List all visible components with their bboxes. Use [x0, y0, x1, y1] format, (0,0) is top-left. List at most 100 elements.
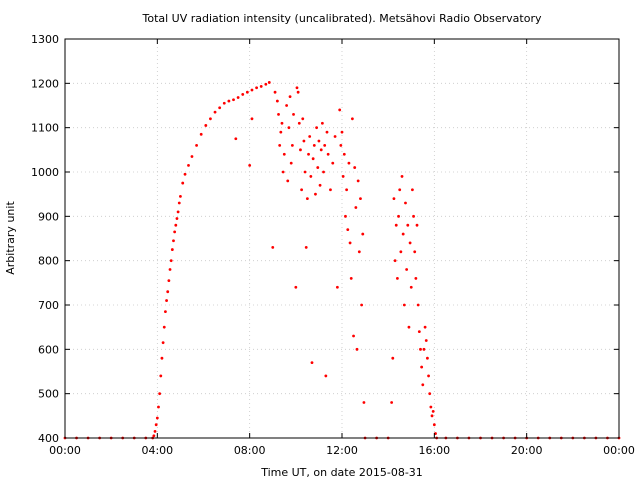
data-point [309, 175, 313, 178]
data-point [361, 232, 365, 236]
data-point [155, 416, 159, 420]
data-point [187, 163, 190, 167]
data-point [430, 414, 434, 418]
data-point [227, 99, 231, 103]
data-point [176, 210, 180, 214]
data-points [63, 81, 621, 440]
data-point [414, 277, 418, 280]
data-point [199, 132, 203, 136]
y-tick-label: 1300 [31, 33, 59, 46]
data-point [407, 325, 411, 329]
data-point [304, 245, 308, 249]
data-point [218, 106, 222, 110]
data-point [280, 121, 284, 125]
data-point [162, 325, 166, 329]
data-point [290, 144, 294, 147]
data-point [405, 268, 409, 271]
data-point [346, 228, 350, 232]
data-point [345, 188, 349, 192]
data-point [297, 121, 301, 125]
x-tick-label: 12:00 [326, 444, 358, 457]
data-point [181, 181, 185, 185]
data-point [303, 170, 307, 174]
grid-lines [65, 39, 619, 438]
data-point [432, 423, 436, 427]
data-point [412, 214, 415, 218]
x-tick-label: 00:00 [49, 444, 81, 457]
y-tick-label: 900 [38, 210, 59, 223]
data-point [282, 152, 286, 156]
data-point [281, 170, 285, 174]
data-point [413, 250, 417, 254]
data-point [167, 279, 171, 283]
data-point [319, 148, 323, 152]
data-point [339, 144, 343, 147]
x-axis-ticks: 00:00 04:00 08:00 12:00 16:00 20:00 00:00 [49, 39, 635, 457]
data-point [406, 223, 410, 227]
data-point [428, 392, 432, 396]
data-point [402, 303, 406, 307]
y-axis-ticks: 400 500 600 700 800 900 1000 1100 1200 1300 [31, 33, 619, 445]
data-point [154, 423, 158, 427]
data-point [300, 188, 304, 192]
data-point [165, 299, 168, 302]
data-point [166, 290, 170, 294]
data-point [429, 405, 433, 409]
data-point [236, 96, 240, 99]
data-point [234, 137, 238, 141]
data-point [158, 392, 162, 396]
data-point [286, 179, 290, 183]
data-point [357, 250, 361, 254]
data-point [422, 347, 426, 351]
x-tick-label: 16:00 [418, 444, 450, 457]
data-point [222, 101, 226, 105]
y-tick-label: 500 [38, 388, 59, 401]
data-point [250, 117, 254, 121]
data-point [318, 183, 322, 187]
data-point [315, 126, 319, 130]
data-point [323, 144, 327, 147]
data-point [398, 188, 402, 192]
data-point [320, 121, 324, 125]
data-point [324, 374, 328, 378]
data-point [278, 144, 282, 147]
x-tick-label: 00:00 [603, 444, 635, 457]
data-point [172, 239, 175, 243]
data-point [241, 93, 245, 96]
data-point [299, 148, 302, 152]
data-point [333, 135, 337, 138]
data-point [271, 245, 275, 249]
data-point [341, 175, 345, 178]
y-axis-label: Arbitrary unit [4, 201, 17, 275]
data-point [173, 230, 177, 234]
y-tick-label: 1000 [31, 166, 59, 179]
data-point [174, 223, 178, 227]
data-point [168, 268, 172, 271]
data-point [390, 401, 394, 404]
y-tick-label: 1100 [31, 122, 59, 135]
data-point [153, 429, 157, 433]
data-point [420, 365, 424, 369]
data-point [160, 356, 164, 360]
data-point [359, 197, 362, 201]
data-point [329, 188, 332, 192]
data-point [408, 241, 412, 245]
data-point [421, 383, 425, 387]
data-point [409, 285, 413, 289]
x-tick-label: 20:00 [511, 444, 543, 457]
data-point [213, 110, 217, 114]
data-point [322, 170, 325, 174]
data-point [340, 130, 344, 134]
data-point [267, 81, 271, 84]
y-tick-label: 800 [38, 255, 59, 268]
data-point [353, 166, 357, 169]
x-axis-label: Time UT, on date 2015-08-31 [260, 466, 423, 479]
data-point [426, 356, 429, 360]
data-point [301, 117, 305, 121]
data-point [287, 126, 291, 130]
data-point [416, 303, 420, 307]
data-point [308, 135, 312, 138]
data-point [277, 112, 280, 116]
data-point [355, 347, 359, 351]
data-point [295, 86, 299, 90]
